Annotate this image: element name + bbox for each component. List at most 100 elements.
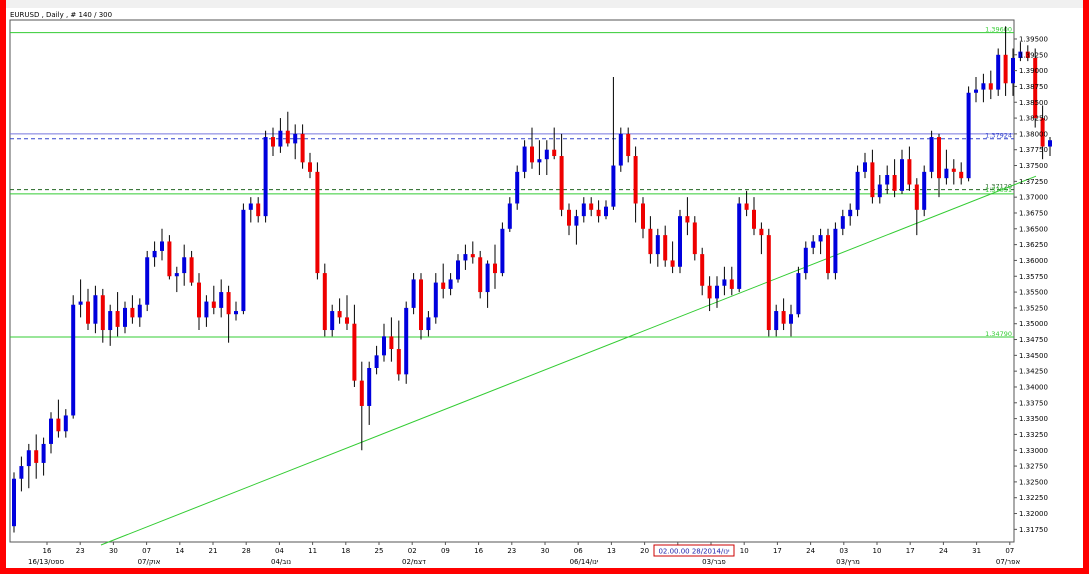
candle-body-124[interactable] [929,137,934,172]
candle-body-97[interactable] [729,279,734,289]
candle-body-15[interactable] [123,307,127,327]
candle-body-114[interactable] [855,171,860,210]
candle-body-120[interactable] [900,159,904,191]
candle-body-34[interactable] [263,137,268,217]
candle-body-7[interactable] [63,415,68,432]
candle-body-118[interactable] [885,175,890,185]
candle-body-11[interactable] [93,295,98,324]
candle-body-116[interactable] [870,162,875,198]
candle-body-94[interactable] [707,285,712,299]
candle-body-117[interactable] [877,184,882,198]
candle-body-47[interactable] [359,380,364,406]
candle-body-43[interactable] [330,311,335,331]
candle-body-137[interactable] [1025,51,1030,58]
candle-body-73[interactable] [552,149,557,157]
candle-body-91[interactable] [685,216,690,223]
candle-body-80[interactable] [604,206,608,217]
candle-body-134[interactable] [1003,54,1008,84]
candle-body-12[interactable] [100,295,105,331]
candle-body-18[interactable] [145,257,150,305]
candle-body-111[interactable] [833,228,838,274]
candle-body-109[interactable] [818,235,823,242]
candle-body-0[interactable] [12,478,16,527]
candle-body-92[interactable] [692,222,697,255]
candle-body-79[interactable] [596,209,601,217]
candle-body-103[interactable] [774,311,779,331]
candle-body-119[interactable] [892,175,897,191]
candle-body-35[interactable] [271,137,275,147]
candle-body-64[interactable] [485,263,490,293]
candle-body-88[interactable] [663,235,668,261]
candle-body-100[interactable] [752,209,756,229]
candle-body-107[interactable] [803,247,808,274]
candle-body-3[interactable] [34,450,39,463]
candle-body-140[interactable] [1048,140,1052,147]
candle-body-37[interactable] [285,130,290,144]
candle-body-98[interactable] [737,203,742,289]
candle-body-16[interactable] [130,307,135,318]
candle-body-90[interactable] [678,216,682,267]
candle-body-56[interactable] [426,317,431,331]
candle-body-29[interactable] [226,292,231,315]
candle-body-69[interactable] [522,146,527,172]
candle-body-75[interactable] [567,209,571,226]
candle-body-46[interactable] [352,323,357,381]
candle-body-136[interactable] [1018,51,1023,58]
candle-body-50[interactable] [382,336,386,356]
candle-body-77[interactable] [581,203,586,217]
candle-body-126[interactable] [944,168,949,179]
candle-body-81[interactable] [611,165,616,207]
candle-body-67[interactable] [507,203,512,229]
candle-body-41[interactable] [315,171,320,274]
candle-body-71[interactable] [537,159,542,163]
candle-body-59[interactable] [448,279,453,289]
candle-body-93[interactable] [700,254,705,286]
candle-body-106[interactable] [796,273,801,315]
candle-body-131[interactable] [981,83,986,90]
candle-body-113[interactable] [848,209,853,217]
candle-body-28[interactable] [219,292,224,308]
candle-body-4[interactable] [41,443,46,463]
candle-body-105[interactable] [789,314,793,324]
candle-body-26[interactable] [204,301,209,318]
candle-body-139[interactable] [1040,118,1045,147]
candle-body-25[interactable] [197,282,201,318]
candle-body-74[interactable] [559,156,564,210]
candle-body-83[interactable] [626,133,631,157]
candle-body-5[interactable] [49,418,53,444]
candle-body-61[interactable] [463,254,468,261]
candle-body-96[interactable] [722,279,727,286]
trendline[interactable] [100,175,1037,546]
candle-body-8[interactable] [71,304,76,416]
candlestick-chart[interactable]: EURUSD , Daily , # 140 / 300 1.39600 1.37… [6,8,1083,568]
candle-body-33[interactable] [256,203,261,217]
candle-body-52[interactable] [396,349,401,375]
candle-body-40[interactable] [308,162,312,172]
candle-body-87[interactable] [655,235,660,255]
candle-body-31[interactable] [241,209,246,312]
candle-body-101[interactable] [759,228,764,236]
candle-body-19[interactable] [152,250,157,258]
candle-body-102[interactable] [766,235,771,331]
candle-body-125[interactable] [937,137,941,179]
candle-body-57[interactable] [433,282,438,318]
candle-body-49[interactable] [374,355,379,368]
candle-body-1[interactable] [19,466,24,479]
candle-body-129[interactable] [966,92,971,179]
candle-body-20[interactable] [160,241,164,251]
candle-body-14[interactable] [115,311,120,327]
candle-body-127[interactable] [951,168,956,172]
candle-body-95[interactable] [715,285,719,299]
candle-body-133[interactable] [996,54,1001,90]
candle-body-112[interactable] [840,216,845,229]
candle-body-42[interactable] [322,273,327,331]
candle-body-58[interactable] [441,282,446,289]
candle-body-13[interactable] [108,311,113,331]
candle-body-22[interactable] [174,273,179,277]
candle-body-135[interactable] [1011,57,1015,84]
candle-body-10[interactable] [86,301,90,324]
candle-body-85[interactable] [641,203,645,229]
candle-body-9[interactable] [78,301,83,305]
candle-body-123[interactable] [922,171,927,210]
candle-body-72[interactable] [544,149,549,160]
